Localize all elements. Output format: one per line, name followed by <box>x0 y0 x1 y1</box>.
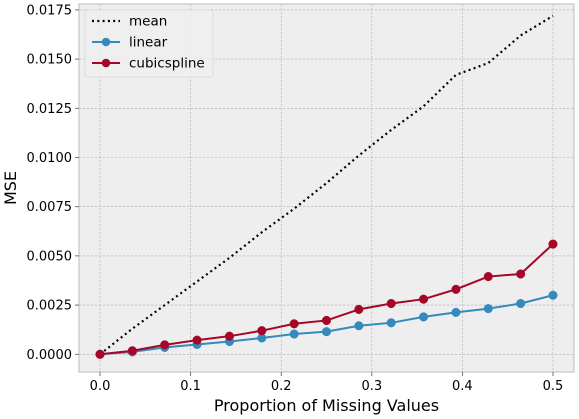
x-tick-label: 0.0 <box>90 379 111 394</box>
y-tick-label: 0.0100 <box>27 151 73 166</box>
y-tick-label: 0.0125 <box>27 102 73 117</box>
cubicspline-point <box>548 239 558 249</box>
x-tick-label: 0.3 <box>361 379 382 394</box>
series-layer <box>95 14 558 359</box>
x-tick-label: 0.4 <box>452 379 473 394</box>
linear-point <box>321 327 332 337</box>
y-tick-label: 0.0050 <box>27 249 73 264</box>
y-tick-label: 0.0025 <box>27 299 73 314</box>
cubicspline-point <box>516 269 526 279</box>
x-tick-label: 0.2 <box>271 379 292 394</box>
cubicspline-point <box>321 315 332 325</box>
cubicspline-point <box>451 284 461 294</box>
linear-point <box>354 321 364 331</box>
series-cubicspline <box>95 239 558 359</box>
legend-label: linear <box>129 35 168 51</box>
legend-marker <box>101 37 111 47</box>
linear-point <box>483 304 493 314</box>
cubicspline-point <box>95 349 105 359</box>
cubicspline-point <box>386 298 396 309</box>
legend-item-cubicspline: cubicspline <box>92 56 205 72</box>
linear-point <box>548 290 558 300</box>
linear-point <box>386 318 396 328</box>
legend-label: cubicspline <box>129 56 205 72</box>
y-axis-label: MSE <box>1 171 20 205</box>
legend-label: mean <box>129 14 167 30</box>
legend-item-mean: mean <box>92 14 167 30</box>
y-tick-label: 0.0075 <box>27 200 73 215</box>
x-tick-label: 0.1 <box>180 379 201 394</box>
y-tick-label: 0.0150 <box>27 53 73 68</box>
cubicspline-point <box>192 335 202 345</box>
legend-marker <box>101 58 111 68</box>
cubicspline-point <box>418 294 429 304</box>
x-axis-label: Proportion of Missing Values <box>214 396 439 415</box>
cubicspline-point <box>354 304 364 314</box>
y-tick-label: 0.0175 <box>27 3 73 18</box>
y-tick-label: 0.0000 <box>27 348 73 363</box>
linear-point <box>289 329 299 339</box>
x-tick-label: 0.5 <box>543 379 564 394</box>
legend-box <box>84 9 214 78</box>
cubicspline-point <box>127 346 137 356</box>
cubicspline-point <box>483 272 493 282</box>
cubicspline-point <box>224 331 235 341</box>
linear-point <box>418 312 429 322</box>
cubicspline-point <box>289 319 299 329</box>
legend-item-linear: linear <box>92 35 168 51</box>
cubicspline-point <box>257 326 267 336</box>
linear-point <box>516 298 526 309</box>
legend: mean linear cubicspline <box>84 9 214 78</box>
ticks: 0.0 0.1 0.2 0.3 0.4 0.5 0.0000 0.0025 0.0050 0.00… <box>27 3 564 394</box>
linear-point <box>451 307 461 317</box>
plot-frame <box>78 3 575 373</box>
cubicspline-point <box>160 340 170 350</box>
